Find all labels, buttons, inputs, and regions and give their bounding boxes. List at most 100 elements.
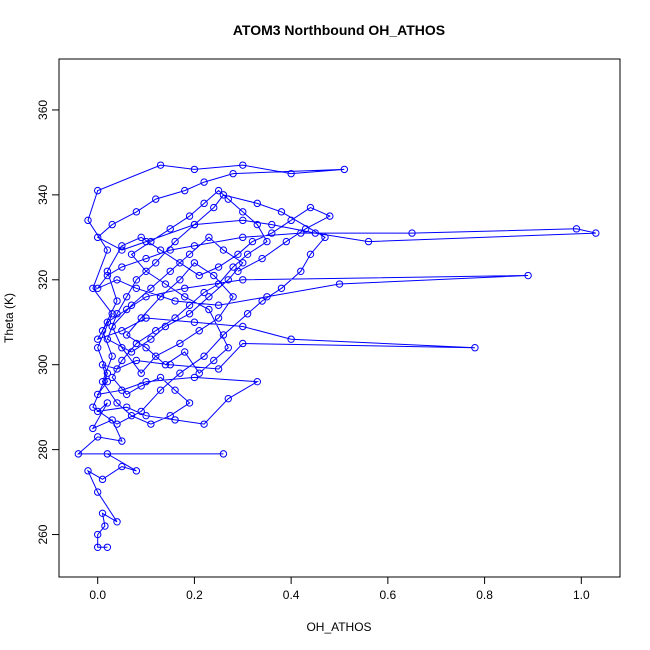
data-point: [103, 271, 112, 280]
data-point: [181, 348, 189, 356]
data-point: [253, 377, 261, 386]
data-point: [171, 237, 179, 246]
data-point: [239, 259, 247, 267]
x-axis-label: OH_ATHOS: [306, 620, 371, 634]
data-point: [132, 339, 141, 348]
data-point: [108, 220, 116, 229]
x-tick-label: 0.0: [89, 588, 106, 602]
data-point: [127, 348, 136, 356]
data-point: [142, 314, 150, 322]
data-point: [156, 161, 165, 169]
data-point: [287, 169, 295, 178]
data-point: [118, 437, 126, 445]
data-point: [195, 327, 203, 335]
x-tick-label: 0.2: [186, 588, 203, 602]
data-point: [287, 216, 295, 225]
data-point: [156, 373, 165, 382]
data-point: [113, 297, 121, 305]
data-point: [592, 229, 600, 237]
data-point: [103, 450, 112, 458]
data-point: [234, 267, 242, 275]
data-point: [152, 352, 160, 360]
data-point: [103, 267, 112, 275]
data-point: [229, 169, 237, 178]
data-point: [74, 450, 83, 458]
data-point: [137, 233, 145, 242]
data-point: [210, 356, 218, 365]
data-point: [277, 208, 286, 216]
data-point: [176, 259, 184, 267]
data-point: [176, 369, 184, 377]
data-point: [127, 250, 136, 259]
data-point: [243, 310, 252, 318]
data-point: [108, 416, 116, 424]
data-point: [176, 276, 184, 284]
data-point: [214, 314, 223, 322]
data-point: [84, 467, 92, 475]
chart-title: ATOM3 Northbound OH_ATHOS: [233, 22, 445, 38]
data-point: [239, 216, 247, 225]
data-point: [181, 284, 189, 292]
data-point: [214, 280, 223, 288]
data-point: [268, 220, 276, 229]
data-point: [263, 293, 271, 301]
data-point: [98, 509, 107, 518]
data-point: [93, 433, 102, 441]
data-point: [108, 322, 116, 331]
data-point: [176, 339, 184, 348]
data-point: [200, 420, 208, 428]
data-point: [156, 293, 165, 301]
data-point: [277, 284, 286, 292]
data-point: [89, 403, 97, 411]
data-point: [152, 259, 160, 267]
y-tick-label: 340: [36, 185, 50, 205]
data-point: [152, 195, 160, 203]
data-point: [147, 335, 155, 343]
data-point: [103, 335, 112, 343]
data-point: [171, 314, 179, 322]
data-point: [301, 225, 310, 233]
data-point: [219, 246, 228, 254]
data-point: [243, 250, 252, 259]
data-point: [113, 276, 121, 284]
data-point: [181, 186, 189, 195]
data-point: [335, 280, 344, 288]
data-point: [234, 250, 242, 259]
data-point: [123, 403, 131, 411]
data-point: [142, 267, 150, 275]
data-point: [195, 271, 203, 280]
data-point: [103, 377, 112, 386]
y-axis-label: Theta (K): [2, 293, 16, 343]
data-point: [287, 335, 295, 343]
data-point: [224, 344, 232, 352]
data-point: [113, 365, 121, 373]
data-point: [113, 310, 121, 318]
data-point: [137, 407, 145, 416]
data-point: [132, 276, 141, 284]
y-tick-label: 280: [36, 439, 50, 459]
data-point: [132, 284, 141, 292]
data-point: [89, 424, 97, 433]
data-point: [132, 208, 141, 216]
data-point: [93, 284, 102, 292]
data-point: [268, 229, 276, 237]
data-point: [118, 462, 126, 471]
data-point: [166, 411, 174, 420]
x-tick-label: 0.6: [380, 588, 397, 602]
data-point: [152, 327, 160, 335]
data-point: [239, 276, 247, 284]
data-point: [147, 284, 155, 292]
data-point: [118, 327, 126, 335]
data-point: [127, 411, 136, 420]
data-point: [253, 220, 261, 229]
data-point: [93, 543, 102, 551]
data-point: [108, 352, 116, 360]
x-tick-label: 0.8: [476, 588, 493, 602]
data-point: [326, 212, 334, 220]
data-point: [219, 191, 228, 199]
data-point: [190, 259, 199, 267]
data-point: [219, 450, 228, 458]
data-point: [98, 327, 107, 335]
data-point: [297, 267, 305, 275]
